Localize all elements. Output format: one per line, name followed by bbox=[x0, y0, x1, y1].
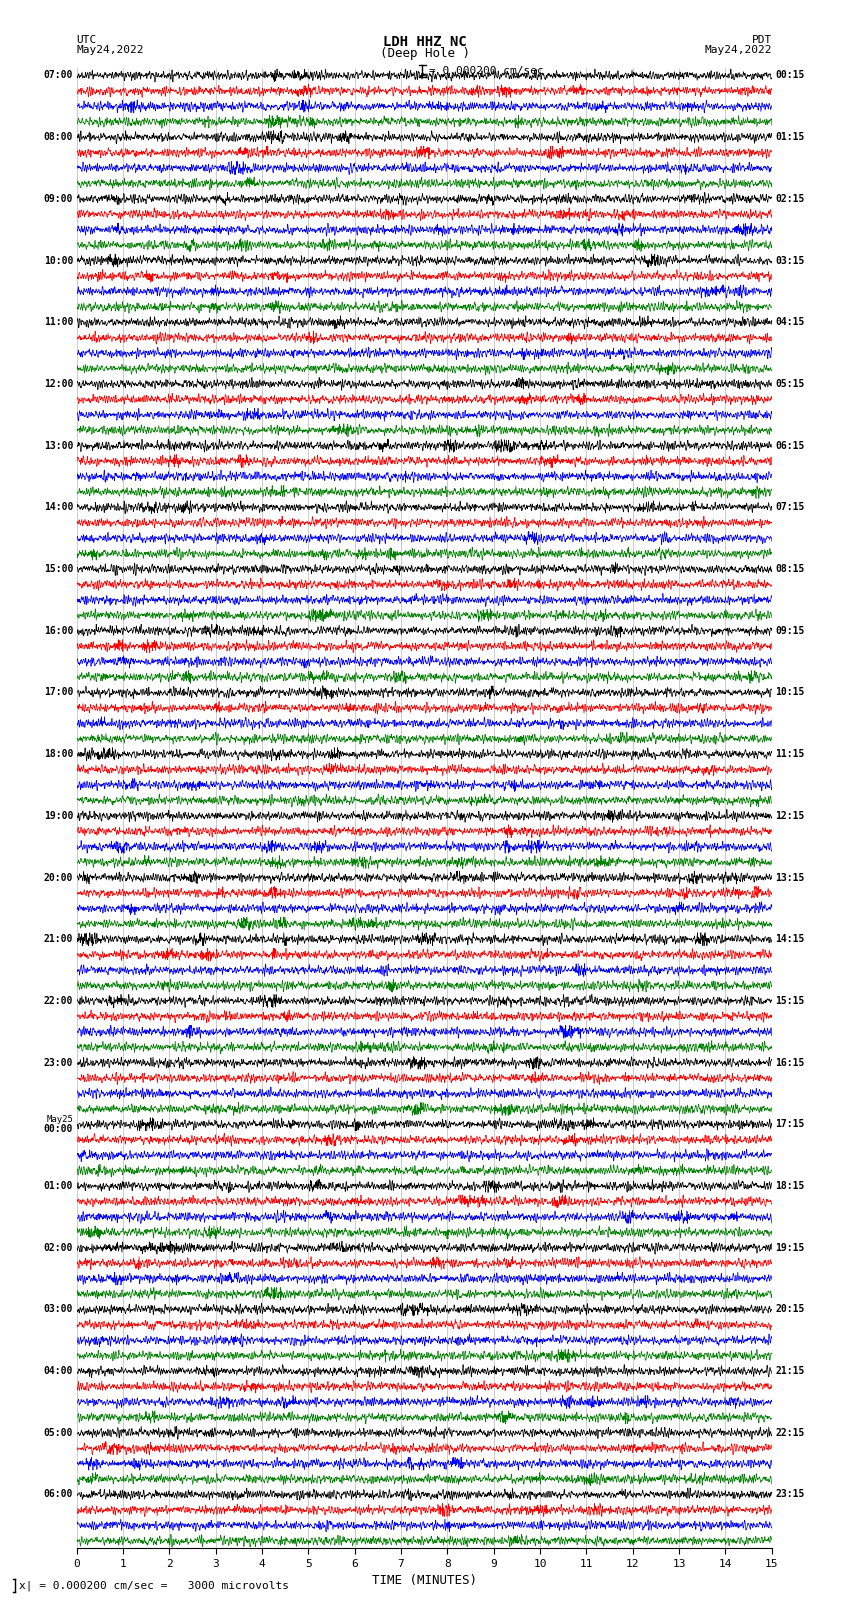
Text: 09:15: 09:15 bbox=[775, 626, 805, 636]
Text: 20:00: 20:00 bbox=[43, 873, 73, 882]
Text: 17:15: 17:15 bbox=[775, 1119, 805, 1129]
Text: May25: May25 bbox=[46, 1115, 73, 1124]
Text: 04:15: 04:15 bbox=[775, 318, 805, 327]
Text: 00:15: 00:15 bbox=[775, 71, 805, 81]
Text: (Deep Hole ): (Deep Hole ) bbox=[380, 47, 470, 60]
Text: x| = 0.000200 cm/sec =   3000 microvolts: x| = 0.000200 cm/sec = 3000 microvolts bbox=[19, 1581, 289, 1590]
Text: 03:00: 03:00 bbox=[43, 1305, 73, 1315]
Text: 19:00: 19:00 bbox=[43, 811, 73, 821]
Text: 22:00: 22:00 bbox=[43, 995, 73, 1007]
Text: 00:00: 00:00 bbox=[43, 1124, 73, 1134]
Text: 12:00: 12:00 bbox=[43, 379, 73, 389]
Text: 18:15: 18:15 bbox=[775, 1181, 805, 1190]
Text: 12:15: 12:15 bbox=[775, 811, 805, 821]
Text: 02:00: 02:00 bbox=[43, 1242, 73, 1253]
Text: PDT: PDT bbox=[751, 35, 772, 45]
Text: 22:15: 22:15 bbox=[775, 1428, 805, 1437]
Text: 10:00: 10:00 bbox=[43, 255, 73, 266]
Text: 05:15: 05:15 bbox=[775, 379, 805, 389]
Text: 02:15: 02:15 bbox=[775, 194, 805, 203]
Text: 07:00: 07:00 bbox=[43, 71, 73, 81]
Text: 23:15: 23:15 bbox=[775, 1489, 805, 1500]
Text: 06:15: 06:15 bbox=[775, 440, 805, 450]
Text: 01:15: 01:15 bbox=[775, 132, 805, 142]
Text: 08:15: 08:15 bbox=[775, 565, 805, 574]
Text: 07:15: 07:15 bbox=[775, 502, 805, 513]
Text: 21:00: 21:00 bbox=[43, 934, 73, 944]
Text: 06:00: 06:00 bbox=[43, 1489, 73, 1500]
Text: 11:15: 11:15 bbox=[775, 748, 805, 760]
Text: 04:00: 04:00 bbox=[43, 1366, 73, 1376]
Text: 13:00: 13:00 bbox=[43, 440, 73, 450]
Text: 14:00: 14:00 bbox=[43, 502, 73, 513]
Text: 16:00: 16:00 bbox=[43, 626, 73, 636]
Text: 05:00: 05:00 bbox=[43, 1428, 73, 1437]
Text: 14:15: 14:15 bbox=[775, 934, 805, 944]
Text: 15:00: 15:00 bbox=[43, 565, 73, 574]
Text: 19:15: 19:15 bbox=[775, 1242, 805, 1253]
Text: LDH HHZ NC: LDH HHZ NC bbox=[383, 35, 467, 50]
Text: = 0.000200 cm/sec: = 0.000200 cm/sec bbox=[429, 66, 544, 76]
Text: UTC: UTC bbox=[76, 35, 97, 45]
Text: 13:15: 13:15 bbox=[775, 873, 805, 882]
Text: 15:15: 15:15 bbox=[775, 995, 805, 1007]
Text: 03:15: 03:15 bbox=[775, 255, 805, 266]
Text: 21:15: 21:15 bbox=[775, 1366, 805, 1376]
Text: 11:00: 11:00 bbox=[43, 318, 73, 327]
Text: 01:00: 01:00 bbox=[43, 1181, 73, 1190]
Text: 09:00: 09:00 bbox=[43, 194, 73, 203]
Text: 23:00: 23:00 bbox=[43, 1058, 73, 1068]
Text: 16:15: 16:15 bbox=[775, 1058, 805, 1068]
Text: 18:00: 18:00 bbox=[43, 748, 73, 760]
Text: May24,2022: May24,2022 bbox=[76, 45, 144, 55]
Text: 20:15: 20:15 bbox=[775, 1305, 805, 1315]
Text: 08:00: 08:00 bbox=[43, 132, 73, 142]
X-axis label: TIME (MINUTES): TIME (MINUTES) bbox=[371, 1574, 477, 1587]
Text: 17:00: 17:00 bbox=[43, 687, 73, 697]
Text: 10:15: 10:15 bbox=[775, 687, 805, 697]
Text: May24,2022: May24,2022 bbox=[705, 45, 772, 55]
